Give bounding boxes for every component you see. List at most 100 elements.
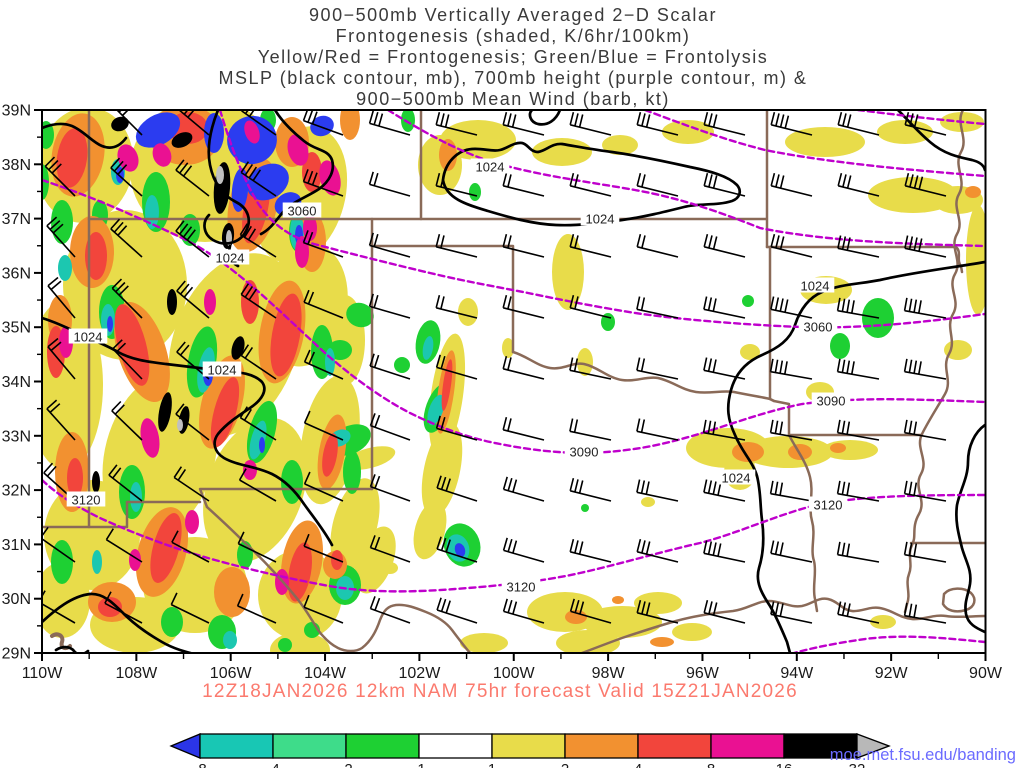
- wind-barb: [569, 418, 612, 441]
- wind-barb: [770, 112, 813, 136]
- wind-barb: [368, 293, 411, 319]
- wind-barb: [502, 537, 545, 563]
- wind-barb: [303, 471, 344, 502]
- wind-barb: [636, 600, 679, 624]
- wind-barb: [769, 480, 813, 502]
- map-plot-area: 3060 1024 1024 1024 1024 3060 1024 1024 3090 3090…: [42, 110, 986, 653]
- wind-barb: [770, 234, 813, 258]
- contour-label-box: [202, 361, 242, 377]
- y-axis: 39N 38N 37N 36N 35N 34N 33N 32N 31N 30N 29N: [2, 103, 42, 663]
- wind-barb: [240, 283, 277, 319]
- height-contours: [42, 110, 986, 653]
- wind-barb: [903, 480, 947, 502]
- wind-barb: [903, 358, 947, 380]
- wind-barb: [436, 475, 478, 502]
- contour-label-box: [501, 578, 541, 594]
- credit-link[interactable]: moe.met.fsu.edu/banding: [830, 746, 1016, 764]
- wind-barb: [502, 295, 545, 319]
- wind-barb: [502, 417, 545, 441]
- wind-barb: [769, 419, 813, 441]
- wind-barb: [111, 400, 143, 441]
- wind-barb: [903, 541, 947, 563]
- wind-barb: [836, 358, 880, 380]
- colorbar-segment: [783, 733, 858, 759]
- wind-barb: [105, 528, 143, 563]
- contour-label: 1024: [208, 363, 237, 378]
- contour-label: 3120: [814, 498, 843, 513]
- y-tick-label: 32N: [2, 483, 31, 500]
- wind-barb: [836, 297, 880, 319]
- wind-barb: [569, 234, 612, 258]
- wind-barb: [108, 464, 143, 502]
- wind-barbs: [42, 110, 947, 624]
- colorbar-segment: [272, 733, 347, 759]
- contour-label: 1024: [586, 212, 615, 227]
- wind-barb: [636, 296, 679, 319]
- y-tick-label: 33N: [2, 428, 31, 445]
- wind-barb: [502, 112, 545, 136]
- contour-label-box: [716, 469, 756, 485]
- contour-label: 3060: [804, 320, 833, 335]
- wind-barb: [636, 234, 679, 258]
- colorbar-tick-label: 1: [488, 761, 496, 768]
- contour-label: 1024: [476, 160, 505, 175]
- colorbar-segment: [199, 733, 274, 759]
- wind-barb: [47, 276, 76, 319]
- colorbar-segment: [418, 733, 493, 759]
- wind-barb: [303, 533, 344, 563]
- wind-barb: [170, 592, 210, 624]
- colorbar-tick-label: -1: [412, 761, 425, 768]
- contour-label: 3060: [288, 204, 317, 219]
- y-tick-label: 30N: [2, 591, 31, 608]
- wind-barb: [303, 594, 344, 624]
- x-tick-label: 108W: [115, 665, 158, 682]
- shading-gray: [177, 166, 232, 431]
- contour-label-box: [564, 443, 604, 459]
- wind-barb: [110, 157, 143, 197]
- title-line-3: Yellow/Red = Frontogenesis; Green/Blue =…: [258, 47, 769, 67]
- wind-barb: [177, 110, 210, 136]
- wind-barb: [636, 112, 679, 136]
- wind-barb: [303, 410, 344, 441]
- contour-label: 3090: [570, 445, 599, 460]
- wind-barb: [903, 602, 947, 624]
- y-tick-label: 31N: [2, 537, 31, 554]
- contour-label: 3120: [507, 580, 536, 595]
- contour-label-box: [811, 392, 851, 408]
- wind-barb: [904, 112, 947, 136]
- x-tick-label: 90W: [969, 665, 1003, 682]
- x-tick-label: 98W: [592, 665, 626, 682]
- colorbar-segment: [637, 733, 712, 759]
- wind-barb: [702, 419, 746, 441]
- wind-barb: [42, 526, 76, 563]
- wind-barb: [903, 419, 947, 441]
- wind-barb: [236, 593, 277, 624]
- wind-barb: [904, 235, 947, 258]
- wind-barb: [112, 339, 143, 380]
- wind-barb: [703, 357, 746, 380]
- wind-barb: [173, 466, 210, 502]
- x-tick-label: 102W: [399, 665, 442, 682]
- colorbar-tick-label: 2: [561, 761, 569, 768]
- wind-barb: [703, 234, 746, 258]
- wind-barb: [636, 418, 679, 441]
- wind-barb: [302, 230, 344, 258]
- wind-barb: [240, 344, 277, 380]
- wind-barb: [569, 295, 612, 319]
- wind-barb: [175, 159, 210, 197]
- title-line-1: 900−500mb Vertically Averaged 2−D Scalar: [309, 5, 717, 25]
- wind-barb: [903, 297, 947, 319]
- wind-barb: [175, 220, 210, 258]
- wind-barb: [636, 357, 679, 380]
- wind-barb: [369, 353, 411, 380]
- wind-barb: [239, 406, 277, 441]
- x-tick-label: 94W: [780, 665, 814, 682]
- title-line-4: MSLP (black contour, mb), 700mb height (…: [219, 68, 808, 88]
- wind-barb: [171, 530, 210, 563]
- wind-barb: [44, 156, 76, 197]
- wind-barb: [369, 596, 411, 624]
- colorbar-segment: [345, 733, 420, 759]
- y-tick-label: 38N: [2, 157, 31, 174]
- wind-barb: [111, 278, 143, 319]
- colorbar-tick-label: 4: [634, 761, 642, 768]
